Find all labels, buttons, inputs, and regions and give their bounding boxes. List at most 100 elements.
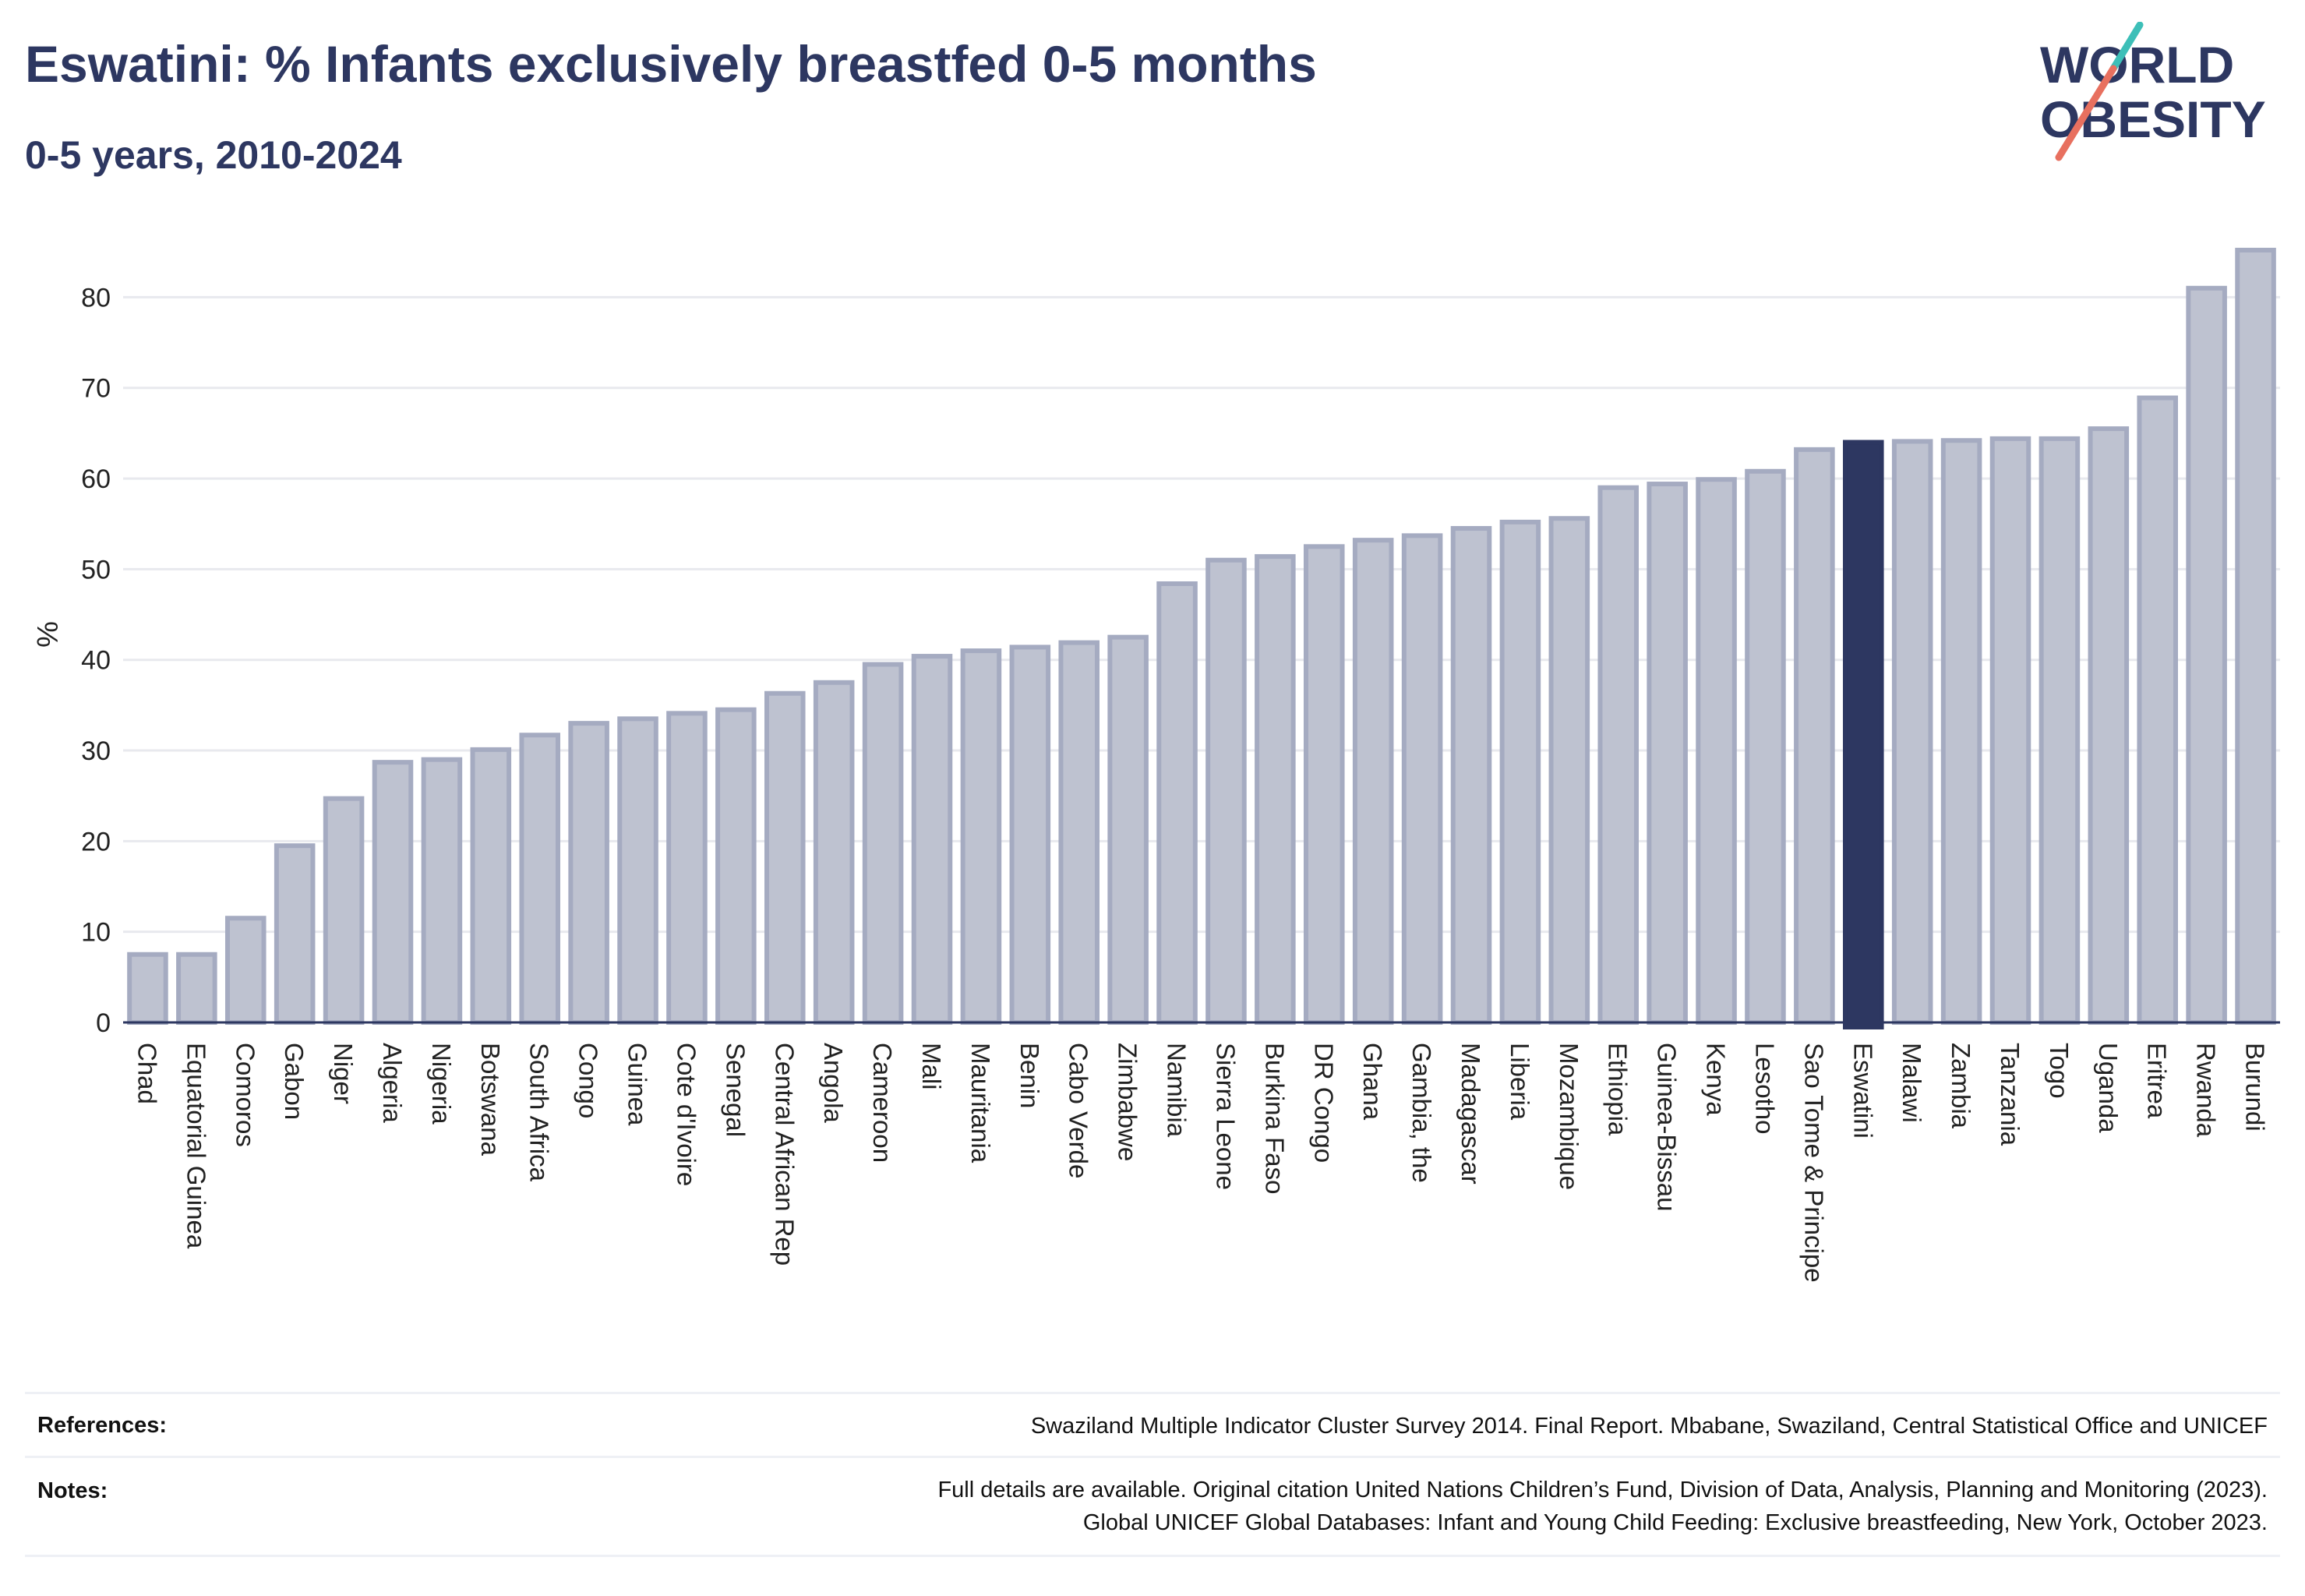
bar-gabon <box>274 843 316 1025</box>
x-category-label: Ethiopia <box>1604 1043 1633 1136</box>
bar-mozambique <box>1548 516 1590 1025</box>
references-label: References: <box>37 1413 168 1438</box>
bar-angola <box>813 680 855 1025</box>
bar-equatorial-guinea <box>176 952 217 1026</box>
x-category-label: Botswana <box>476 1043 505 1156</box>
bar-rwanda <box>2186 285 2227 1025</box>
notes-line-1: Full details are available. Original cit… <box>937 1478 2268 1502</box>
bar-senegal <box>715 707 757 1025</box>
x-category-label: Madagascar <box>1456 1043 1485 1185</box>
x-category-label: Nigeria <box>427 1043 456 1125</box>
y-tick-label: 20 <box>81 827 111 856</box>
x-category-label: Sao Tome & Principe <box>1799 1043 1828 1283</box>
x-category-label: Togo <box>2045 1043 2074 1099</box>
x-category-label: Gabon <box>280 1043 309 1120</box>
y-axis-ticks: 0 10 20 30 40 50 60 70 80 <box>81 283 111 1038</box>
bars <box>127 247 2276 1029</box>
bar-ghana <box>1352 538 1394 1025</box>
y-tick-label: 10 <box>81 918 111 948</box>
x-category-label: Mauritania <box>966 1043 995 1163</box>
bar-chad <box>127 952 168 1026</box>
x-category-label: Benin <box>1015 1043 1044 1108</box>
bar-tanzania <box>1989 436 2031 1025</box>
notes-label: Notes: <box>37 1478 108 1503</box>
bar-eswatini <box>1842 440 1884 1029</box>
logo-text-obesity: OBESITY <box>2040 90 2266 148</box>
x-category-label: Gambia, the <box>1407 1043 1436 1183</box>
bar-zimbabwe <box>1107 634 1149 1026</box>
bar-uganda <box>2088 426 2130 1025</box>
bar-lesotho <box>1745 468 1786 1025</box>
y-tick-label: 0 <box>96 1008 111 1038</box>
bar-nigeria <box>421 757 463 1026</box>
bar-gambia-the <box>1401 533 1443 1025</box>
y-axis-title: % <box>30 621 63 648</box>
x-category-label: Malawi <box>1897 1043 1926 1123</box>
bar-eritrea <box>2137 395 2179 1025</box>
x-axis-labels: Chad Equatorial Guinea Comoros Gabon Niger Al… <box>132 1043 2269 1283</box>
bar-cote-d-ivoire <box>666 711 708 1025</box>
bar-comoros <box>224 916 267 1025</box>
x-category-label: Equatorial Guinea <box>182 1043 210 1249</box>
x-category-label: Algeria <box>378 1043 407 1123</box>
y-tick-label: 60 <box>81 464 111 494</box>
x-category-label: Namibia <box>1163 1043 1191 1138</box>
x-category-label: Eswatini <box>1848 1043 1877 1139</box>
bar-namibia <box>1156 581 1198 1025</box>
bar-sao-tome-principe <box>1794 447 1835 1025</box>
x-category-label: Cameroon <box>868 1043 897 1163</box>
y-tick-label: 80 <box>81 283 111 312</box>
x-category-label: Rwanda <box>2192 1043 2221 1138</box>
x-category-label: Zimbabwe <box>1114 1043 1142 1161</box>
bar-algeria <box>372 760 414 1025</box>
world-obesity-logo: WORLD OBESITY <box>2040 22 2266 161</box>
x-category-label: Guinea <box>623 1043 652 1126</box>
bar-malawi <box>1891 439 1933 1025</box>
x-category-label: South Africa <box>525 1043 554 1182</box>
x-category-label: Niger <box>329 1043 358 1104</box>
bar-kenya <box>1696 477 1737 1025</box>
bar-sierra-leone <box>1205 557 1247 1025</box>
references-row: References: Swaziland Multiple Indicator… <box>25 1392 2280 1458</box>
bar-ethiopia <box>1597 485 1640 1025</box>
x-category-label: Uganda <box>2094 1043 2123 1133</box>
bar-burundi <box>2235 247 2276 1025</box>
x-category-label: Comoros <box>231 1043 259 1147</box>
x-category-label: Eritrea <box>2143 1043 2172 1119</box>
bar-dr-congo <box>1303 544 1345 1025</box>
x-category-label: Senegal <box>721 1043 750 1137</box>
bar-mauritania <box>960 648 1002 1025</box>
bar-cabo-verde <box>1058 640 1100 1026</box>
bar-guinea-bissau <box>1647 482 1688 1025</box>
chart-title: Eswatini: % Infants exclusively breastfe… <box>25 35 1317 93</box>
y-tick-label: 40 <box>81 646 111 676</box>
bar-togo <box>2038 436 2081 1025</box>
bar-burkina-faso <box>1255 554 1296 1025</box>
logo-slash-coral <box>2055 65 2117 161</box>
references-text: Swaziland Multiple Indicator Cluster Sur… <box>1030 1414 2268 1439</box>
x-category-label: Lesotho <box>1750 1043 1779 1134</box>
bar-central-african-rep <box>764 690 806 1025</box>
y-tick-label: 50 <box>81 555 111 584</box>
bar-madagascar <box>1450 526 1492 1025</box>
x-category-label: Liberia <box>1505 1043 1534 1121</box>
notes-line-2: Global UNICEF Global Databases: Infant a… <box>1082 1510 2268 1535</box>
x-category-label: Burundi <box>2241 1043 2270 1132</box>
bar-liberia <box>1499 519 1541 1025</box>
x-category-label: Burkina Faso <box>1260 1043 1289 1194</box>
x-category-label: Sierra Leone <box>1211 1043 1240 1190</box>
logo-slash-teal <box>2109 22 2144 72</box>
x-category-label: Zambia <box>1947 1043 1975 1129</box>
x-category-label: Congo <box>574 1043 603 1118</box>
bar-botswana <box>470 747 512 1025</box>
bar-cameroon <box>862 662 904 1025</box>
x-category-label: Mali <box>917 1043 946 1090</box>
x-category-label: Mozambique <box>1555 1043 1583 1190</box>
bar-niger <box>323 796 365 1025</box>
x-category-label: Ghana <box>1358 1043 1387 1121</box>
y-tick-label: 30 <box>81 736 111 766</box>
x-category-label: Cabo Verde <box>1064 1043 1093 1178</box>
x-category-label: Tanzania <box>1996 1043 2024 1146</box>
bar-south-africa <box>519 733 561 1025</box>
